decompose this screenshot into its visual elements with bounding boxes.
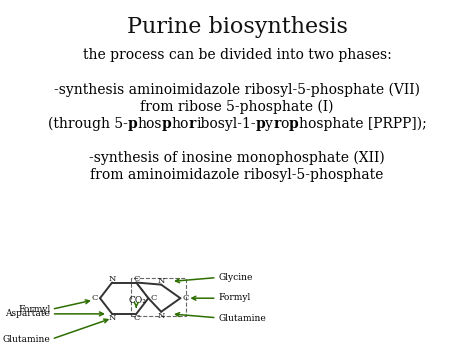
Text: y: y — [265, 116, 273, 131]
Text: N: N — [157, 312, 165, 320]
Text: Glutamine: Glutamine — [2, 335, 50, 344]
Text: Formyl: Formyl — [18, 305, 50, 315]
Bar — [130, 278, 186, 316]
Text: from ribose 5-phosphate (I): from ribose 5-phosphate (I) — [140, 99, 334, 114]
Text: Glutamine: Glutamine — [218, 314, 266, 323]
Text: N: N — [157, 277, 165, 285]
Text: C: C — [91, 294, 98, 302]
Text: -synthesis of inosine monophosphate (XII): -synthesis of inosine monophosphate (XII… — [89, 151, 385, 165]
Text: from aminoimidazole ribosyl-5-phosphate: from aminoimidazole ribosyl-5-phosphate — [91, 168, 383, 182]
Text: ibosyl-1-: ibosyl-1- — [196, 116, 255, 131]
Text: N: N — [109, 314, 116, 322]
Text: Purine biosynthesis: Purine biosynthesis — [127, 16, 347, 38]
Text: p: p — [255, 116, 265, 131]
Text: CO₂: CO₂ — [129, 296, 146, 305]
Text: (through 5-: (through 5- — [47, 116, 128, 131]
Text: C: C — [150, 294, 157, 302]
Text: hos: hos — [137, 116, 162, 131]
Text: r: r — [273, 116, 281, 131]
Text: p: p — [289, 116, 299, 131]
Text: N: N — [109, 275, 116, 283]
Text: hosphate [PRPP]);: hosphate [PRPP]); — [299, 116, 427, 131]
Text: Formyl: Formyl — [218, 293, 250, 302]
Text: ho: ho — [172, 116, 189, 131]
Text: -synthesis aminoimidazole ribosyl-5-phosphate (VII): -synthesis aminoimidazole ribosyl-5-phos… — [54, 82, 420, 97]
Text: Aspartate: Aspartate — [5, 309, 50, 318]
Text: r: r — [189, 116, 196, 131]
Text: o: o — [281, 116, 289, 131]
Text: p: p — [162, 116, 172, 131]
Text: the process can be divided into two phases:: the process can be divided into two phas… — [82, 48, 392, 62]
Text: Glycine: Glycine — [218, 273, 253, 282]
Text: C: C — [133, 314, 139, 322]
Text: C: C — [183, 294, 189, 302]
Text: C: C — [133, 275, 139, 283]
Text: p: p — [128, 116, 137, 131]
